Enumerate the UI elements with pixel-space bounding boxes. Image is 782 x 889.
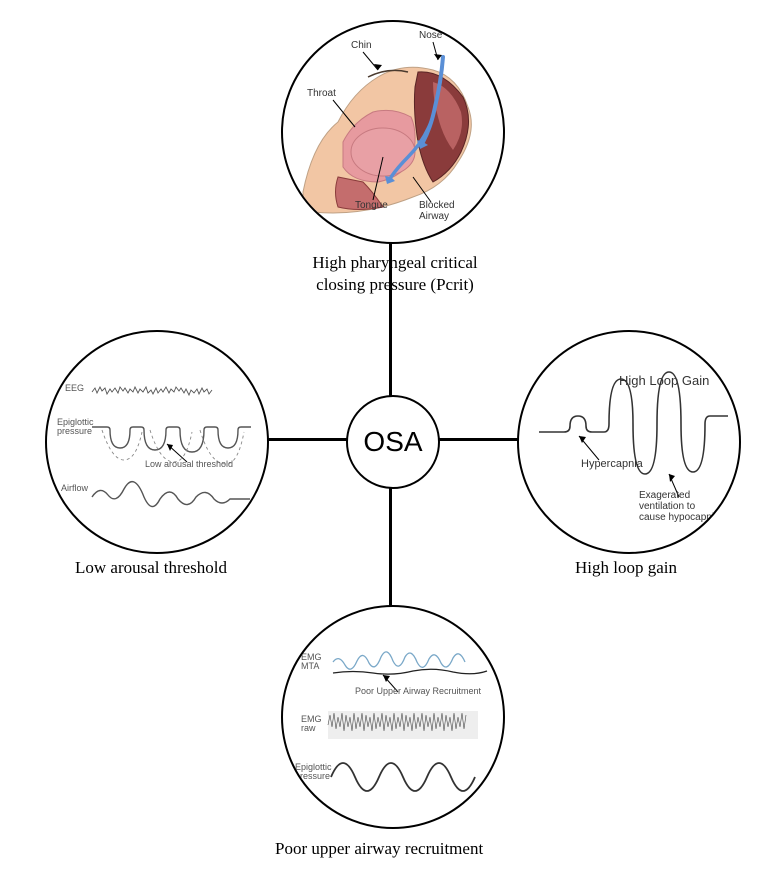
label-nose: Nose <box>419 30 442 41</box>
connector-bottom <box>389 480 392 610</box>
node-right: High Loop Gain Hypercapnia Exagerated ve… <box>517 330 741 554</box>
center-node: OSA <box>346 395 440 489</box>
anatomy-illustration <box>283 22 503 242</box>
label-exaggerated: Exagerated ventilation to cause hypocapn… <box>639 490 720 523</box>
label-epi-left: Epiglottic pressure <box>57 418 94 437</box>
connector-right <box>432 438 522 441</box>
arousal-signals <box>47 332 267 552</box>
caption-bottom: Poor upper airway recruitment <box>275 838 483 860</box>
caption-top: High pharyngeal critical closing pressur… <box>300 252 490 296</box>
label-emg-mta: EMG MTA <box>301 653 322 672</box>
center-label: OSA <box>363 426 422 458</box>
caption-right: High loop gain <box>575 557 677 579</box>
label-throat: Throat <box>307 88 336 99</box>
label-epi-bottom: Epiglottic pressure <box>295 763 332 782</box>
node-bottom: EMG MTA Poor Upper Airway Recruitment EM… <box>281 605 505 829</box>
label-airflow: Airflow <box>61 484 88 493</box>
label-arousal-annotation: Low arousal threshold <box>145 460 233 469</box>
label-emg-raw: EMG raw <box>301 715 322 734</box>
label-loop-title: High Loop Gain <box>619 374 709 388</box>
label-recruitment-annotation: Poor Upper Airway Recruitment <box>355 687 481 696</box>
label-hypercapnia: Hypercapnia <box>581 458 643 470</box>
label-eeg: EEG <box>65 384 84 393</box>
label-tongue: Tongue <box>355 200 388 211</box>
node-left: EEG Epiglottic pressure Low arousal thre… <box>45 330 269 554</box>
node-top: Chin Nose Throat Tongue Blocked Airway <box>281 20 505 244</box>
caption-left: Low arousal threshold <box>75 557 227 579</box>
diagram-root: OSA <box>0 0 782 889</box>
label-blocked: Blocked Airway <box>419 200 455 222</box>
connector-left <box>260 438 350 441</box>
label-chin: Chin <box>351 40 372 51</box>
